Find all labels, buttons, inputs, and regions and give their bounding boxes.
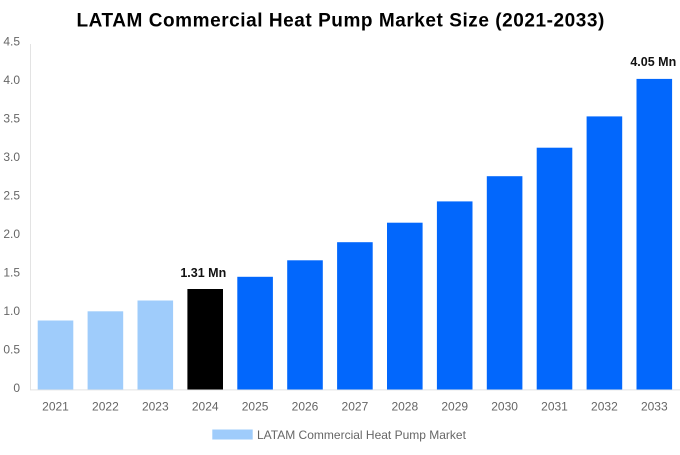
svg-text:2022: 2022	[92, 400, 119, 414]
svg-text:2027: 2027	[342, 400, 369, 414]
svg-text:0: 0	[13, 381, 20, 395]
svg-text:2021: 2021	[42, 400, 69, 414]
svg-text:2029: 2029	[441, 400, 468, 414]
svg-text:1.31 Mn: 1.31 Mn	[180, 266, 226, 280]
svg-text:2.0: 2.0	[3, 227, 20, 241]
svg-text:2030: 2030	[491, 400, 518, 414]
svg-text:2033: 2033	[641, 400, 668, 414]
svg-text:2023: 2023	[142, 400, 169, 414]
svg-text:2025: 2025	[242, 400, 269, 414]
svg-text:2026: 2026	[292, 400, 319, 414]
svg-text:2028: 2028	[391, 400, 418, 414]
svg-text:3.5: 3.5	[3, 112, 20, 126]
svg-text:2032: 2032	[591, 400, 618, 414]
svg-text:2024: 2024	[192, 400, 219, 414]
svg-text:0.5: 0.5	[3, 343, 20, 357]
svg-text:LATAM Commercial Heat Pump Mar: LATAM Commercial Heat Pump Market Size (…	[77, 11, 605, 32]
svg-text:4.05 Mn: 4.05 Mn	[630, 55, 676, 69]
svg-text:1.5: 1.5	[3, 266, 20, 280]
svg-text:4.0: 4.0	[3, 73, 20, 87]
svg-text:2.5: 2.5	[3, 189, 20, 203]
svg-text:2031: 2031	[541, 400, 568, 414]
svg-text:4.5: 4.5	[3, 35, 20, 49]
svg-text:3.0: 3.0	[3, 150, 20, 164]
svg-text:LATAM Commercial Heat Pump Mar: LATAM Commercial Heat Pump Market	[257, 428, 467, 442]
svg-text:1.0: 1.0	[3, 304, 20, 318]
